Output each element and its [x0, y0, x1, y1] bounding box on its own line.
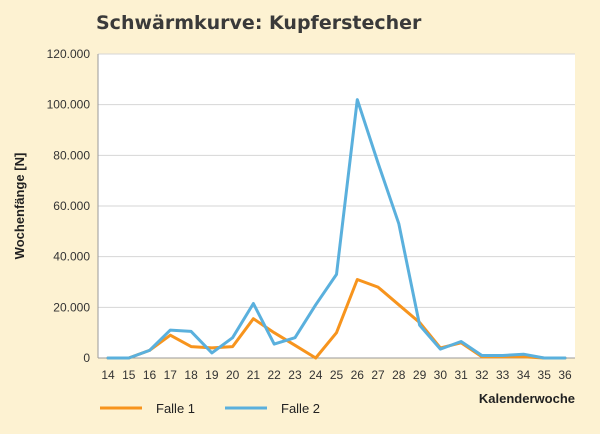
x-tick-label: 31 — [454, 368, 468, 382]
x-tick-label: 18 — [184, 368, 198, 382]
x-tick-label: 33 — [496, 368, 510, 382]
x-tick-label: 16 — [143, 368, 157, 382]
chart-title: Schwärmkurve: Kupferstecher — [96, 12, 422, 34]
y-tick-label: 60.000 — [53, 199, 90, 213]
x-tick-label: 27 — [371, 368, 385, 382]
x-tick-label: 21 — [247, 368, 261, 382]
y-tick-label: 0 — [83, 351, 90, 365]
x-tick-label: 19 — [205, 368, 219, 382]
x-tick-label: 32 — [475, 368, 489, 382]
x-tick-label: 25 — [330, 368, 344, 382]
y-axis-label: Wochenfänge [N] — [12, 153, 27, 260]
x-tick-label: 15 — [122, 368, 136, 382]
x-axis-ticks: 14 15 16 17 18 19 20 21 22 23 24 25 26 27 28 29 30 31 32 33… — [101, 368, 572, 382]
x-tick-label: 30 — [434, 368, 448, 382]
y-tick-label: 80.000 — [53, 148, 90, 162]
x-tick-label: 28 — [392, 368, 406, 382]
x-tick-label: 20 — [226, 368, 240, 382]
x-tick-label: 26 — [351, 368, 365, 382]
x-tick-label: 17 — [164, 368, 178, 382]
y-tick-label: 40.000 — [53, 250, 90, 264]
grid-lines — [97, 53, 575, 359]
series-lines — [106, 98, 567, 360]
legend-label-1: Falle 1 — [156, 401, 195, 416]
x-tick-label: 14 — [101, 368, 115, 382]
x-tick-label: 22 — [268, 368, 282, 382]
legend-label-2: Falle 2 — [281, 401, 320, 416]
x-tick-label: 29 — [413, 368, 427, 382]
series-line-2 — [106, 98, 567, 360]
y-tick-label: 120.000 — [47, 47, 91, 61]
legend: Falle 1 Falle 2 — [100, 401, 320, 416]
x-axis-label: Kalenderwoche — [479, 391, 575, 406]
x-tick-label: 35 — [538, 368, 552, 382]
y-tick-label: 20.000 — [53, 300, 90, 314]
x-tick-label: 34 — [517, 368, 531, 382]
y-tick-label: 100.000 — [47, 98, 91, 112]
x-tick-label: 24 — [309, 368, 323, 382]
x-tick-label: 36 — [558, 368, 572, 382]
y-axis-ticks: 0 20.000 40.000 60.000 80.000 100.000 120.000 — [47, 47, 91, 365]
x-tick-label: 23 — [288, 368, 302, 382]
